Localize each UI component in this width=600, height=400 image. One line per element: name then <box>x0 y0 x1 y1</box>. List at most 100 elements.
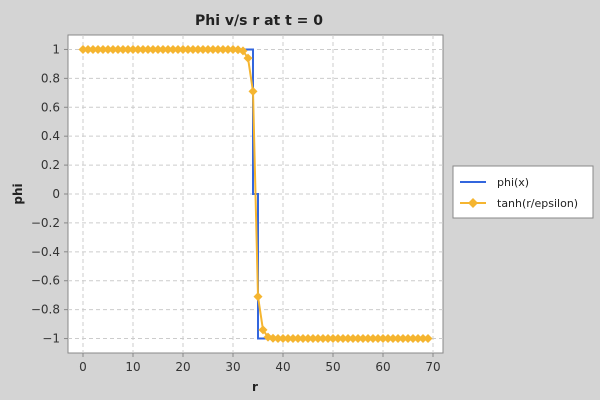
data-point <box>133 44 143 54</box>
data-point <box>273 334 283 344</box>
data-point <box>228 44 238 54</box>
y-tick-label: −1 <box>42 332 60 346</box>
data-point <box>238 46 248 56</box>
data-point <box>148 44 158 54</box>
y-tick-label: 1 <box>52 42 60 56</box>
data-point <box>318 334 328 344</box>
chart-title: Phi v/s r at t = 0 <box>195 13 323 29</box>
data-point <box>378 334 388 344</box>
data-point <box>398 334 408 344</box>
data-point <box>343 334 353 344</box>
data-point <box>383 334 393 344</box>
data-point <box>178 44 188 54</box>
data-point <box>293 334 303 344</box>
data-point <box>328 334 338 344</box>
data-point <box>93 44 103 54</box>
data-point <box>103 44 113 54</box>
data-point <box>253 292 263 302</box>
data-point <box>423 334 433 344</box>
data-point <box>393 334 403 344</box>
x-tick-label: 40 <box>275 360 290 374</box>
data-point <box>123 44 133 54</box>
data-point <box>143 44 153 54</box>
data-point <box>418 334 428 344</box>
data-point <box>88 44 98 54</box>
data-point <box>303 334 313 344</box>
data-point <box>118 44 128 54</box>
x-tick-label: 20 <box>175 360 190 374</box>
data-point <box>243 53 253 63</box>
data-point <box>83 44 93 54</box>
data-point <box>213 44 223 54</box>
data-point <box>308 334 318 344</box>
data-point <box>208 44 218 54</box>
data-point <box>173 44 183 54</box>
y-axis-label: phi <box>11 183 25 204</box>
y-tick-label: −0.2 <box>31 216 60 230</box>
data-point <box>313 334 323 344</box>
data-point <box>168 44 178 54</box>
data-point <box>403 334 413 344</box>
y-tick-label: −0.8 <box>31 303 60 317</box>
x-tick-label: 50 <box>325 360 340 374</box>
data-point <box>323 334 333 344</box>
data-point <box>218 44 228 54</box>
grid-lines <box>68 35 443 353</box>
data-point <box>138 44 148 54</box>
data-point <box>288 334 298 344</box>
data-point <box>338 334 348 344</box>
data-point <box>333 334 343 344</box>
y-tick-label: −0.4 <box>31 245 60 259</box>
legend-label-phi: phi(x) <box>497 176 529 189</box>
data-point <box>363 334 373 344</box>
x-tick-label: 60 <box>375 360 390 374</box>
data-point <box>368 334 378 344</box>
data-point <box>283 334 293 344</box>
legend: phi(x) tanh(r/epsilon) <box>452 165 594 219</box>
y-tick-label: 0.6 <box>41 100 60 114</box>
legend-box <box>452 165 594 219</box>
data-point <box>183 44 193 54</box>
x-axis-label: r <box>252 380 258 394</box>
legend-label-tanh: tanh(r/epsilon) <box>497 197 578 210</box>
data-point <box>78 44 88 54</box>
data-point <box>108 44 118 54</box>
x-tick-label: 30 <box>225 360 240 374</box>
data-point <box>128 44 138 54</box>
data-point <box>258 325 268 335</box>
data-point <box>98 44 108 54</box>
data-point <box>388 334 398 344</box>
data-point <box>373 334 383 344</box>
data-point <box>278 334 288 344</box>
data-point <box>298 334 308 344</box>
series-layer <box>78 44 433 344</box>
data-point <box>193 44 203 54</box>
data-point <box>268 333 278 343</box>
x-tick-label: 0 <box>79 360 87 374</box>
x-tick-label: 10 <box>125 360 140 374</box>
x-tick-label: 70 <box>425 360 440 374</box>
data-point <box>353 334 363 344</box>
y-tick-label: 0.2 <box>41 158 60 172</box>
data-point <box>413 334 423 344</box>
data-point <box>158 44 168 54</box>
data-point <box>113 44 123 54</box>
data-point <box>348 334 358 344</box>
y-tick-label: 0 <box>52 187 60 201</box>
data-point <box>153 44 163 54</box>
data-point <box>198 44 208 54</box>
data-point <box>408 334 418 344</box>
x-axis-ticks: 0 10 20 30 40 50 60 70 <box>79 353 441 374</box>
data-point <box>203 44 213 54</box>
data-point <box>248 86 258 96</box>
legend-marker-tanh <box>468 198 478 208</box>
data-point <box>358 334 368 344</box>
y-tick-label: −0.6 <box>31 274 60 288</box>
y-axis-ticks: 1 0.8 0.6 0.4 0.2 0 −0.2 −0.4 −0.6 −0.8 −1 <box>31 42 68 346</box>
y-tick-label: 0.8 <box>41 71 60 85</box>
y-tick-label: 0.4 <box>41 129 60 143</box>
data-point <box>188 44 198 54</box>
data-point <box>163 44 173 54</box>
